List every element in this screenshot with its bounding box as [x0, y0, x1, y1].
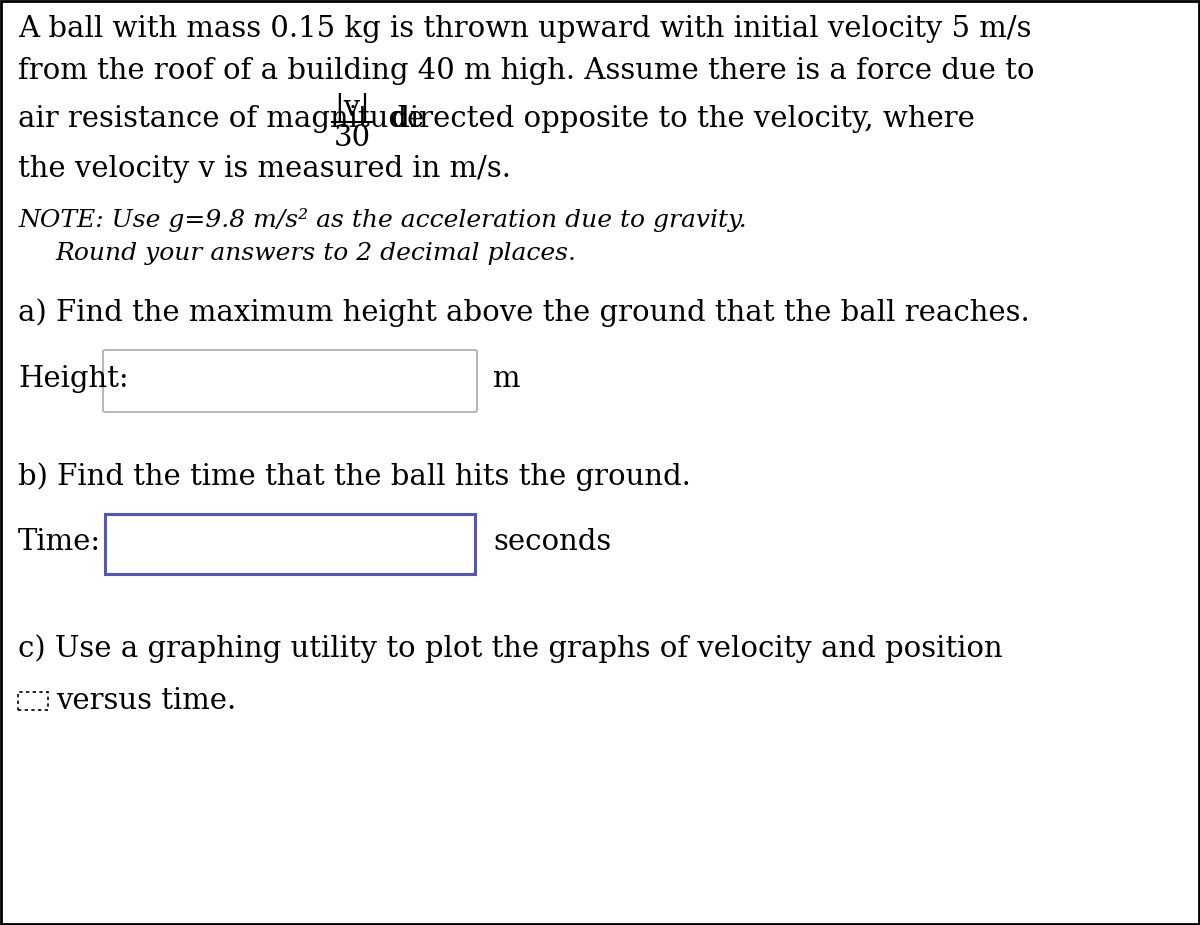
Text: 30: 30: [334, 124, 371, 152]
Text: the velocity v is measured in m/s.: the velocity v is measured in m/s.: [18, 155, 511, 183]
Text: Time:: Time:: [18, 528, 101, 556]
Text: directed opposite to the velocity, where: directed opposite to the velocity, where: [382, 105, 974, 133]
Text: b) Find the time that the ball hits the ground.: b) Find the time that the ball hits the …: [18, 462, 691, 491]
Text: A ball with mass 0.15 kg is thrown upward with initial velocity 5 m/s: A ball with mass 0.15 kg is thrown upwar…: [18, 15, 1032, 43]
Bar: [106, 514, 475, 574]
Text: versus time.: versus time.: [56, 687, 236, 715]
Text: seconds: seconds: [493, 528, 611, 556]
Text: Height:: Height:: [18, 365, 128, 393]
Text: a) Find the maximum height above the ground that the ball reaches.: a) Find the maximum height above the gro…: [18, 298, 1030, 327]
FancyBboxPatch shape: [103, 350, 478, 412]
Bar: [18, 692, 48, 710]
Text: |v|: |v|: [334, 93, 370, 123]
Text: from the roof of a building 40 m high. Assume there is a force due to: from the roof of a building 40 m high. A…: [18, 57, 1034, 85]
Text: air resistance of magnitude: air resistance of magnitude: [18, 105, 433, 133]
Text: c) Use a graphing utility to plot the graphs of velocity and position: c) Use a graphing utility to plot the gr…: [18, 634, 1003, 663]
Text: NOTE: Use g=9.8 m/s² as the acceleration due to gravity.: NOTE: Use g=9.8 m/s² as the acceleration…: [18, 208, 746, 232]
Text: Round your answers to 2 decimal places.: Round your answers to 2 decimal places.: [55, 242, 576, 265]
Text: m: m: [493, 365, 521, 393]
